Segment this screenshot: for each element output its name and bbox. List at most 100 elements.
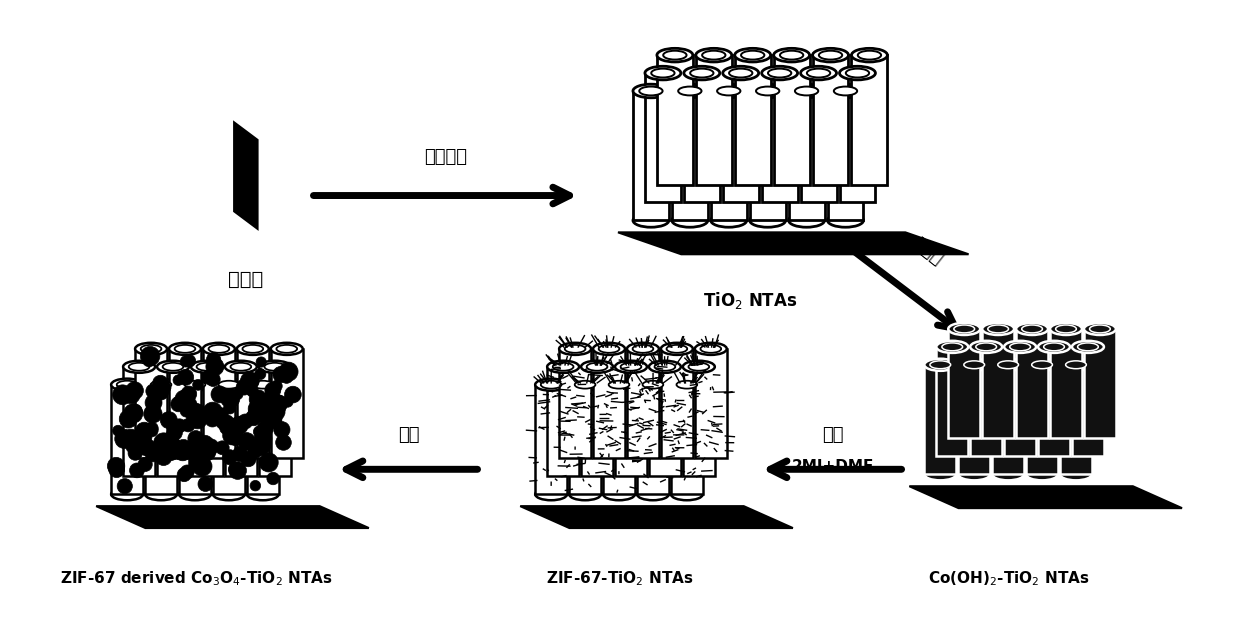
Circle shape <box>159 381 171 393</box>
Circle shape <box>263 391 277 405</box>
Bar <box>992 365 1024 474</box>
Ellipse shape <box>723 66 759 80</box>
Ellipse shape <box>688 363 709 371</box>
Ellipse shape <box>780 51 804 60</box>
Ellipse shape <box>936 341 968 353</box>
Circle shape <box>254 408 268 422</box>
Ellipse shape <box>1055 325 1076 333</box>
Ellipse shape <box>683 361 714 373</box>
Bar <box>157 367 188 477</box>
Ellipse shape <box>1038 341 1070 353</box>
Circle shape <box>283 396 293 407</box>
Circle shape <box>124 404 143 423</box>
Circle shape <box>268 403 285 421</box>
Circle shape <box>221 388 239 408</box>
Ellipse shape <box>185 381 206 389</box>
Bar <box>949 329 980 438</box>
Circle shape <box>191 405 206 420</box>
Circle shape <box>219 421 233 435</box>
Circle shape <box>223 426 242 445</box>
Ellipse shape <box>536 488 567 500</box>
Text: 钐基底: 钐基底 <box>228 270 263 289</box>
Ellipse shape <box>264 363 285 371</box>
Ellipse shape <box>129 363 150 371</box>
Ellipse shape <box>277 345 298 353</box>
Ellipse shape <box>247 379 279 391</box>
Circle shape <box>128 446 143 460</box>
Ellipse shape <box>632 214 668 227</box>
Circle shape <box>122 429 140 447</box>
Ellipse shape <box>135 343 167 355</box>
Ellipse shape <box>812 48 848 62</box>
Ellipse shape <box>924 359 956 371</box>
Ellipse shape <box>1004 341 1037 353</box>
Ellipse shape <box>603 488 635 500</box>
Ellipse shape <box>696 48 732 62</box>
Ellipse shape <box>1050 323 1083 335</box>
Circle shape <box>273 366 289 382</box>
Ellipse shape <box>112 379 143 391</box>
Ellipse shape <box>615 361 647 373</box>
Bar <box>924 365 956 474</box>
Circle shape <box>190 450 210 469</box>
Circle shape <box>252 390 265 404</box>
Ellipse shape <box>818 51 842 60</box>
Ellipse shape <box>627 343 658 355</box>
Circle shape <box>268 394 286 412</box>
Circle shape <box>259 453 278 472</box>
Bar <box>683 367 714 477</box>
Circle shape <box>247 440 260 453</box>
Circle shape <box>174 375 184 386</box>
Polygon shape <box>521 506 792 528</box>
Ellipse shape <box>1065 361 1086 369</box>
Bar <box>1060 365 1092 474</box>
Ellipse shape <box>998 361 1018 369</box>
Circle shape <box>248 399 267 418</box>
Circle shape <box>109 462 124 478</box>
Circle shape <box>257 357 267 367</box>
Ellipse shape <box>717 87 740 95</box>
Ellipse shape <box>992 468 1024 480</box>
Circle shape <box>249 391 265 408</box>
Ellipse shape <box>663 51 687 60</box>
Ellipse shape <box>930 361 951 369</box>
Ellipse shape <box>569 488 601 500</box>
Ellipse shape <box>191 361 223 373</box>
Bar <box>789 91 825 221</box>
Bar <box>179 385 211 494</box>
Ellipse shape <box>179 379 211 391</box>
Ellipse shape <box>970 341 1002 353</box>
Circle shape <box>145 448 159 462</box>
Circle shape <box>279 362 298 381</box>
Bar <box>237 349 269 458</box>
Bar <box>569 385 601 494</box>
Circle shape <box>219 415 234 429</box>
Ellipse shape <box>1009 343 1030 350</box>
Circle shape <box>113 385 133 404</box>
Ellipse shape <box>942 343 962 350</box>
Ellipse shape <box>603 379 635 391</box>
Ellipse shape <box>833 87 857 95</box>
Circle shape <box>167 425 182 440</box>
Circle shape <box>174 442 192 461</box>
Ellipse shape <box>711 214 746 227</box>
Bar <box>112 385 143 494</box>
Ellipse shape <box>179 488 211 500</box>
Ellipse shape <box>1078 343 1099 350</box>
Circle shape <box>272 399 286 414</box>
Bar <box>671 385 703 494</box>
Ellipse shape <box>645 66 681 80</box>
Circle shape <box>248 407 259 417</box>
Ellipse shape <box>1032 361 1053 369</box>
Bar <box>1004 347 1037 456</box>
Ellipse shape <box>649 361 681 373</box>
Circle shape <box>198 462 208 473</box>
Circle shape <box>177 369 193 385</box>
Circle shape <box>227 430 243 445</box>
Circle shape <box>250 480 260 491</box>
Polygon shape <box>909 486 1182 508</box>
Ellipse shape <box>988 325 1008 333</box>
Circle shape <box>253 401 270 418</box>
Ellipse shape <box>761 66 797 80</box>
Ellipse shape <box>954 325 975 333</box>
